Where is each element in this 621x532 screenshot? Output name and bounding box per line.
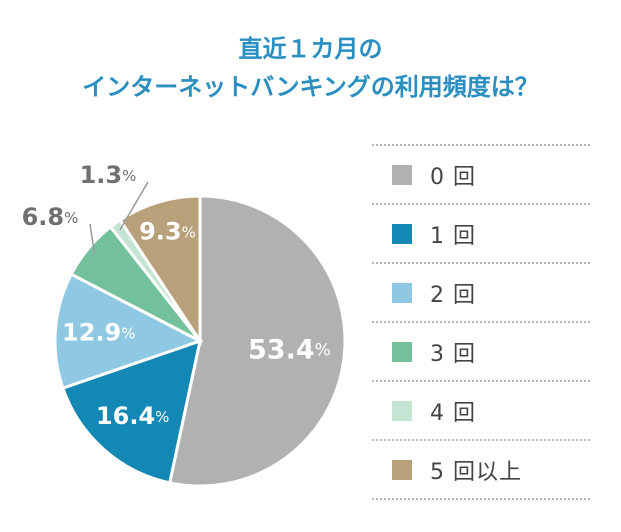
legend-label: 3 回	[430, 341, 476, 367]
slice-label-5: 9.3%	[139, 218, 196, 246]
legend-item: 4 回	[372, 380, 590, 439]
slice-label-1: 16.4%	[96, 402, 169, 430]
slice-label-2: 12.9%	[62, 319, 135, 347]
legend-swatch	[392, 341, 412, 362]
slice-label-3: 6.8%	[22, 203, 79, 231]
legend-item: 0 回	[372, 144, 590, 203]
pie-slice-5	[118, 194, 202, 346]
leader-line-3	[89, 223, 96, 254]
legend-swatch	[392, 400, 412, 421]
legend-item: 5 回以上	[372, 439, 590, 500]
chart-title-line1: 直近１カ月の	[238, 35, 383, 63]
chart-title-line2: インターネットバンキングの利用頻度は？	[82, 73, 539, 101]
legend-swatch	[392, 223, 412, 244]
leader-line-4	[119, 181, 149, 231]
legend-label: 2 回	[430, 282, 476, 308]
pie-slice-2	[53, 272, 204, 391]
legend-item: 2 回	[372, 262, 590, 321]
legend-item: 3 回	[372, 321, 590, 380]
slice-label-0: 53.4%	[248, 334, 331, 365]
legend-swatch	[392, 459, 412, 480]
pie-slice-0	[167, 194, 347, 488]
legend-swatch	[392, 282, 412, 303]
legend-label: 1 回	[430, 223, 476, 249]
legend-label: 5 回以上	[430, 459, 522, 485]
legend-swatch	[392, 164, 412, 185]
legend: 0 回 1 回 2 回 3 回 4 回 5 回以上	[372, 144, 590, 500]
slice-label-4: 1.3%	[80, 161, 137, 189]
chart-title: 直近１カ月の インターネットバンキングの利用頻度は？	[0, 30, 621, 106]
legend-item: 1 回	[372, 203, 590, 262]
legend-label: 0 回	[430, 164, 476, 190]
legend-label: 4 回	[430, 400, 476, 426]
